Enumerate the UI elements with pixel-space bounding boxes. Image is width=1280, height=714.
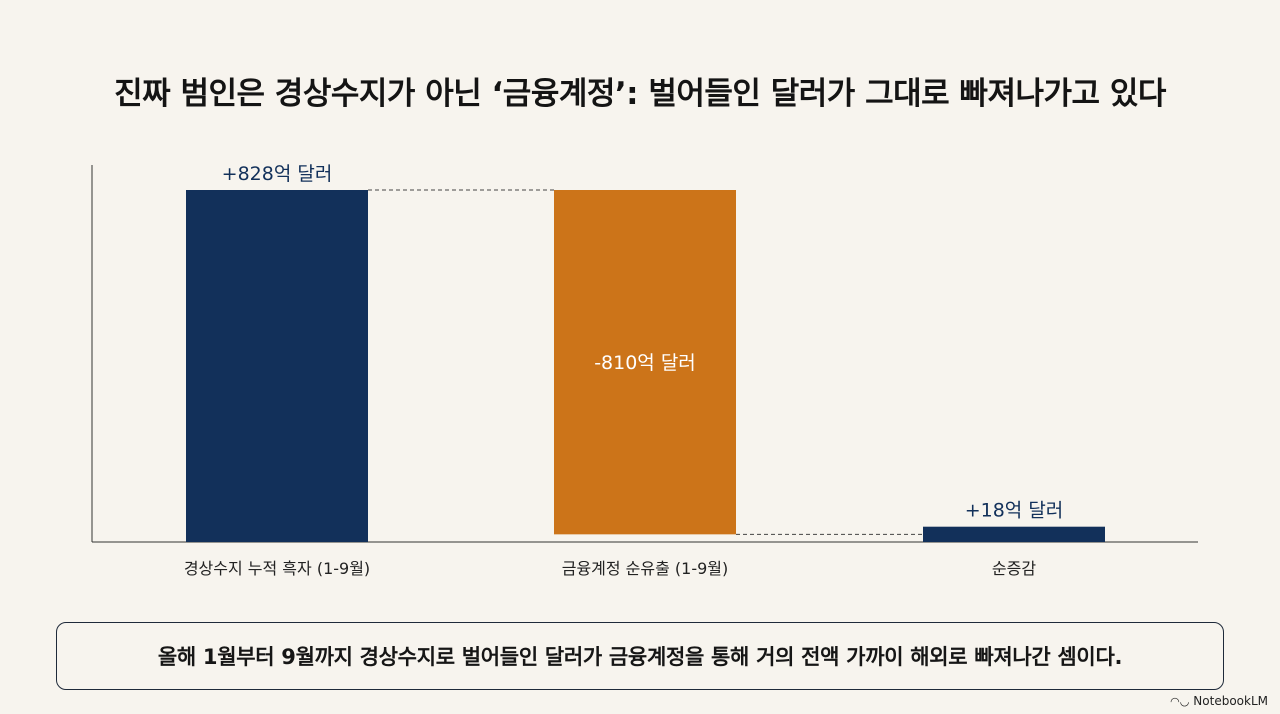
x-tick-label-1: 경상수지 누적 흑자 (1-9월) bbox=[184, 559, 370, 578]
data-label-3: +18억 달러 bbox=[965, 500, 1064, 522]
caption-text: 올해 1월부터 9월까지 경상수지로 벌어들인 달러가 금융계정을 통해 거의 … bbox=[157, 645, 1123, 669]
branding-label: NotebookLM bbox=[1193, 694, 1268, 708]
notebooklm-icon: ◠◡ bbox=[1170, 694, 1190, 708]
bar-2 bbox=[554, 190, 736, 535]
data-label-2: -810억 달러 bbox=[594, 352, 696, 374]
bar-1 bbox=[186, 190, 368, 542]
caption-box: 올해 1월부터 9월까지 경상수지로 벌어들인 달러가 금융계정을 통해 거의 … bbox=[56, 622, 1224, 690]
page-title: 진짜 범인은 경상수지가 아닌 ‘금융계정’: 벌어들인 달러가 그대로 빠져나… bbox=[114, 76, 1166, 112]
x-tick-label-2: 금융계정 순유출 (1-9월) bbox=[562, 559, 729, 578]
branding: ◠◡ NotebookLM bbox=[1170, 694, 1268, 708]
data-label-1: +828억 달러 bbox=[222, 163, 333, 185]
x-tick-label-3: 순증감 bbox=[992, 559, 1036, 578]
bar-3 bbox=[923, 526, 1105, 542]
